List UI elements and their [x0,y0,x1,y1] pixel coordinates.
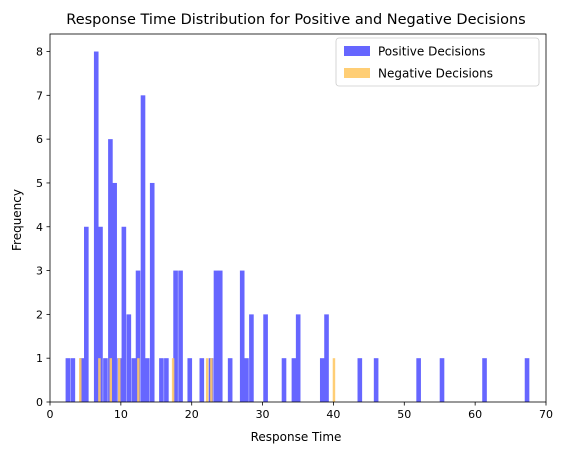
y-tick-label: 5 [36,177,43,190]
positive-bar [239,270,245,402]
negative-bar [109,358,112,402]
negative-legend-swatch [344,68,370,78]
positive-bar [291,358,297,402]
positive-legend-label: Positive Decisions [378,45,485,59]
y-tick-label: 0 [36,396,43,409]
positive-bar [173,270,178,402]
positive-bar [217,270,223,402]
positive-bar [295,314,301,402]
y-tick-label: 7 [36,89,43,102]
negative-bar [79,358,82,402]
positive-bar [112,182,117,402]
positive-bar [65,358,71,402]
negative-bar [137,358,140,402]
positive-bar [281,358,287,402]
positive-bar [199,358,205,402]
positive-bar [187,358,193,402]
positive-bar [135,270,141,402]
y-tick-label: 4 [36,221,43,234]
x-tick-label: 50 [397,408,411,421]
legend: Positive Decisions Negative Decisions [335,37,540,87]
positive-bar [93,51,99,403]
positive-bar [482,358,487,402]
positive-bar [144,358,150,402]
negative-bar [98,358,101,402]
x-tick-label: 70 [539,408,553,421]
y-tick-label: 3 [36,265,43,278]
x-tick-label: 40 [326,408,340,421]
negative-bar [171,358,175,402]
positive-bar [126,314,132,402]
x-tick-label: 30 [256,408,270,421]
positive-bar [524,358,530,402]
y-tick-label: 6 [36,133,43,146]
positive-bar [164,358,169,402]
y-tick-label: 2 [36,308,43,321]
positive-bar [98,226,103,402]
x-tick-label: 60 [468,408,482,421]
plot-area: 0 10 20 30 40 50 60 70 0 1 2 3 4 5 6 7 8 [36,33,553,421]
negative-bar [332,358,336,402]
legend-box [335,37,540,87]
x-tick-label: 10 [114,408,128,421]
positive-bar [324,314,329,402]
positive-legend-swatch [344,46,370,56]
positive-bar [159,358,164,402]
positive-bar [140,95,146,402]
positive-bar [178,270,183,402]
positive-bar [149,182,155,402]
negative-bar [205,358,209,402]
y-tick-label: 1 [36,352,43,365]
positive-bar [319,358,325,402]
y-axis-label: Frequency [10,189,24,251]
positive-bar [227,358,233,402]
positive-bar [70,358,76,402]
positive-bar [84,226,89,402]
positive-bar [79,358,85,402]
positive-bar [416,358,421,402]
positive-bar [121,226,127,402]
negative-bar [210,358,213,402]
negative-bar [118,358,121,402]
positive-bar [244,358,249,402]
positive-bar [249,314,254,402]
positive-bar [108,139,113,402]
positive-bar [131,358,137,402]
x-tick-label: 20 [185,408,199,421]
positive-bar [213,270,219,402]
chart-title: Response Time Distribution for Positive … [66,12,525,28]
y-tick-label: 8 [36,46,43,59]
positive-bar [103,358,108,402]
positive-bar [263,314,268,402]
negative-legend-label: Negative Decisions [378,67,493,81]
axes-frame [49,33,547,403]
positive-bar [373,358,379,402]
x-axis-label: Response Time [251,430,342,444]
x-tick-label: 0 [47,408,54,421]
positive-bar [357,358,363,402]
positive-bar [439,358,445,402]
